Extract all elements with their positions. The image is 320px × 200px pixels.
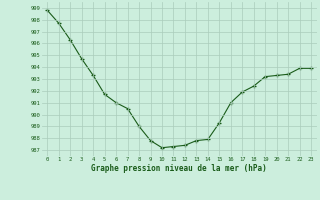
X-axis label: Graphe pression niveau de la mer (hPa): Graphe pression niveau de la mer (hPa) xyxy=(91,164,267,173)
